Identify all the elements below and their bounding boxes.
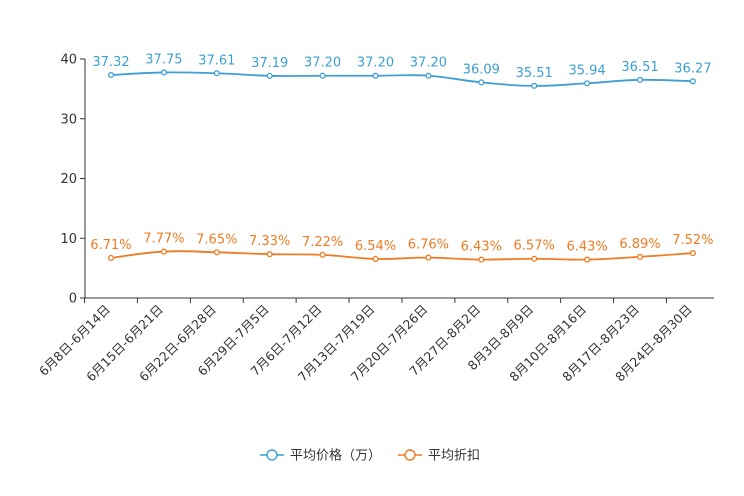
data-point[interactable]	[531, 82, 538, 89]
data-point[interactable]	[689, 78, 696, 85]
legend[interactable]: 平均价格（万） 平均折扣	[260, 448, 480, 464]
legend-item-0[interactable]: 平均价格（万）	[260, 448, 381, 464]
data-label: 6.76%	[408, 238, 449, 253]
data-label: 37.20	[357, 56, 394, 71]
data-label: 6.71%	[90, 238, 131, 253]
data-point[interactable]	[584, 80, 591, 87]
data-point[interactable]	[636, 253, 644, 260]
legend-item-1[interactable]: 平均折扣	[398, 449, 480, 464]
y-tick-label: 20	[60, 172, 77, 187]
data-label: 6.43%	[461, 240, 502, 255]
data-point[interactable]	[160, 69, 167, 76]
data-point[interactable]	[213, 249, 220, 256]
y-tick-label: 30	[60, 112, 77, 127]
data-label: 35.94	[568, 63, 605, 78]
legend-label: 平均价格（万）	[290, 448, 381, 464]
series-0	[107, 69, 696, 89]
data-label: 7.33%	[249, 234, 290, 249]
data-label: 7.77%	[143, 232, 184, 247]
data-label: 6.43%	[566, 240, 607, 255]
data-point[interactable]	[160, 248, 167, 255]
data-point[interactable]	[107, 254, 115, 261]
data-point[interactable]	[319, 251, 326, 258]
series-line	[110, 250, 693, 261]
data-label: 6.54%	[355, 239, 396, 254]
legend-marker	[266, 449, 278, 461]
legend-label: 平均折扣	[428, 449, 480, 464]
series-line	[110, 71, 693, 87]
data-point[interactable]	[213, 70, 220, 77]
legend-marker	[404, 449, 416, 461]
data-label: 37.19	[251, 56, 288, 71]
data-label: 6.57%	[514, 239, 555, 254]
data-label: 36.27	[674, 61, 711, 76]
data-point[interactable]	[636, 76, 644, 83]
data-point[interactable]	[531, 255, 538, 262]
data-point[interactable]	[425, 72, 432, 79]
data-label: 37.75	[145, 52, 182, 67]
data-point[interactable]	[425, 254, 432, 261]
data-point[interactable]	[107, 71, 115, 79]
data-label: 7.52%	[672, 233, 713, 248]
data-label: 6.89%	[619, 237, 660, 252]
y-tick-label: 0	[69, 292, 77, 307]
data-label: 37.20	[304, 56, 341, 71]
data-label: 36.09	[463, 62, 500, 77]
data-point[interactable]	[372, 255, 379, 262]
data-point[interactable]	[266, 251, 273, 258]
data-point[interactable]	[266, 72, 273, 79]
y-tick-label: 40	[60, 53, 77, 68]
data-label: 37.32	[92, 55, 129, 70]
data-label: 35.51	[516, 66, 553, 81]
data-point[interactable]	[478, 256, 485, 263]
data-label: 37.61	[198, 53, 235, 68]
data-label: 37.20	[410, 56, 447, 71]
data-point[interactable]	[319, 72, 326, 79]
data-point[interactable]	[584, 256, 591, 263]
series-1	[107, 248, 696, 263]
axes: 0102030406月8日-6月14日6月15日-6月21日6月22日-6月28…	[36, 53, 714, 384]
data-label: 7.22%	[302, 235, 343, 250]
data-point[interactable]	[372, 72, 379, 79]
data-label: 36.51	[621, 60, 658, 75]
data-label: 7.65%	[196, 232, 237, 247]
series-layer	[107, 69, 696, 263]
data-labels-layer: 37.32 37.75 37.61 37.19 37.20 37.20 37.20 36.09…	[90, 52, 713, 254]
data-point[interactable]	[478, 79, 485, 86]
y-tick-label: 10	[60, 232, 77, 247]
data-point[interactable]	[689, 250, 696, 257]
